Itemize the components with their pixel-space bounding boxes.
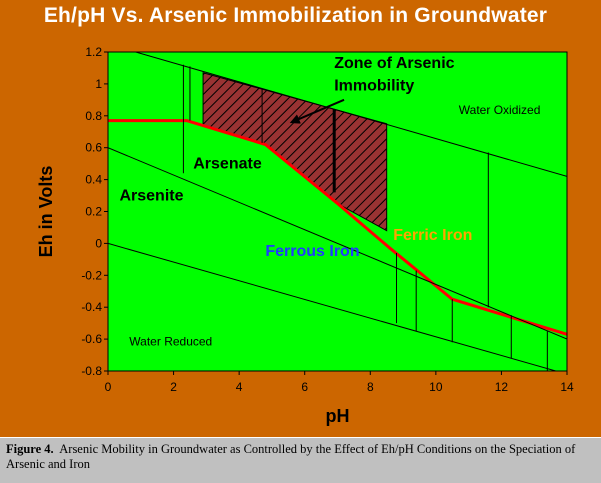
x-tick-label: 10	[429, 380, 443, 394]
water-stability-line-2	[108, 147, 567, 340]
water-stability-line-1	[133, 52, 567, 177]
water-stability-line-3	[108, 242, 558, 371]
annotation-immobility: Immobility	[334, 77, 414, 94]
annotation-water-oxidized: Water Oxidized	[459, 103, 541, 117]
y-tick-label: 0.6	[85, 141, 102, 155]
y-tick-label: 1	[95, 77, 102, 91]
y-tick-label: 0.4	[85, 173, 102, 187]
annotation-zone-of-arsenic: Zone of Arsenic	[334, 55, 454, 72]
annotation-ferrous-iron: Ferrous Iron	[265, 243, 359, 260]
figure-caption: Figure 4. Arsenic Mobility in Groundwate…	[0, 437, 601, 483]
caption-text: Arsenic Mobility in Groundwater as Contr…	[6, 442, 576, 471]
y-tick-label: -0.6	[81, 332, 102, 346]
x-tick-label: 6	[301, 380, 308, 394]
y-tick-label: 0.2	[85, 205, 102, 219]
y-tick-label: -0.2	[81, 268, 102, 282]
annotation-water-reduced: Water Reduced	[129, 334, 212, 348]
annotation-ferric-iron: Ferric Iron	[393, 227, 472, 244]
x-tick-label: 4	[236, 380, 243, 394]
y-tick-label: 0	[95, 236, 102, 250]
y-tick-label: -0.8	[81, 364, 102, 378]
chart-title: Eh/pH Vs. Arsenic Immobilization in Grou…	[43, 4, 548, 27]
x-tick-label: 2	[170, 380, 177, 394]
y-axis-label: Eh in Volts	[36, 166, 56, 258]
zone-pointer-arrow	[289, 98, 345, 124]
y-tick-label: 0.8	[85, 109, 102, 123]
x-axis-label: pH	[326, 406, 350, 426]
y-tick-label: 1.2	[85, 45, 102, 59]
y-tick-label: -0.4	[81, 300, 102, 314]
x-tick-label: 14	[560, 380, 574, 394]
x-tick-label: 8	[367, 380, 374, 394]
annotation-arsenate: Arsenate	[193, 155, 262, 172]
x-tick-label: 12	[495, 380, 509, 394]
figure-panel: Eh/pH Vs. Arsenic Immobilization in Grou…	[0, 0, 601, 437]
x-tick-label: 0	[105, 380, 112, 394]
plot-area	[108, 52, 567, 371]
caption-label: Figure 4.	[6, 442, 54, 456]
eh-ph-chart: 0 2 4 6 8 10 12 14 1.2 1 0.8 0.6 0.4 0.2 0 -0.2 -0.4 -0.6…	[36, 45, 574, 426]
annotation-arsenite: Arsenite	[119, 187, 183, 204]
